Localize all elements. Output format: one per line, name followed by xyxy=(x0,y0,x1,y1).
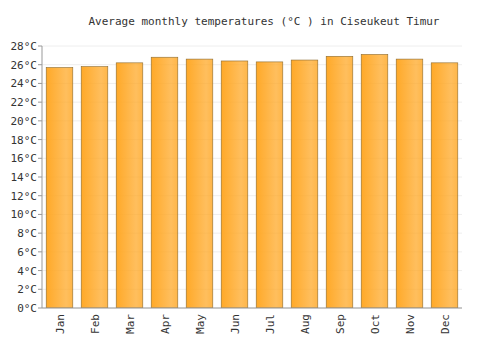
grid-line xyxy=(42,46,462,47)
bars xyxy=(46,54,458,308)
tick-mark xyxy=(38,46,42,47)
bar xyxy=(116,63,143,308)
tick-mark xyxy=(38,120,42,121)
tick-mark xyxy=(38,251,42,252)
bar xyxy=(431,63,458,308)
y-tick-label: 10°C xyxy=(11,208,38,221)
x-tick-label: Jul xyxy=(264,314,277,334)
bar xyxy=(221,61,248,308)
tick-mark xyxy=(38,83,42,84)
y-tick-label: 16°C xyxy=(11,152,38,165)
y-tick-label: 8°C xyxy=(17,227,37,240)
tick-mark xyxy=(38,233,42,234)
tick-mark xyxy=(38,270,42,271)
x-tick-label: Mar xyxy=(124,314,137,334)
y-tick-label: 0°C xyxy=(17,302,37,315)
chart-svg: Average monthly temperatures (°C ) in Ci… xyxy=(0,0,500,350)
tick-mark xyxy=(38,64,42,65)
x-tick-label: Apr xyxy=(159,314,172,334)
tick-mark xyxy=(38,308,42,309)
tick-mark xyxy=(38,214,42,215)
bar xyxy=(256,62,283,308)
bar xyxy=(361,54,388,308)
x-tick-label: Jun xyxy=(229,314,242,334)
tick-mark xyxy=(38,289,42,290)
x-tick-label: Oct xyxy=(369,314,382,334)
tick-mark xyxy=(38,195,42,196)
tick-mark xyxy=(38,177,42,178)
y-tick-label: 26°C xyxy=(11,59,38,72)
y-tick-label: 24°C xyxy=(11,77,38,90)
y-tick-label: 22°C xyxy=(11,96,38,109)
chart-title: Average monthly temperatures (°C ) in Ci… xyxy=(89,15,440,28)
tick-mark xyxy=(38,102,42,103)
y-tick-label: 20°C xyxy=(11,115,38,128)
y-tick-label: 4°C xyxy=(17,265,37,278)
x-axis xyxy=(42,308,462,309)
bar xyxy=(291,60,318,308)
x-tick-label: Nov xyxy=(404,314,417,334)
bar xyxy=(151,57,178,308)
x-tick-label: Sep xyxy=(334,314,347,334)
y-tick-label: 12°C xyxy=(11,190,38,203)
x-tick-label: Aug xyxy=(299,314,312,334)
x-tick-label: May xyxy=(194,314,207,334)
x-tick-label: Dec xyxy=(439,314,452,334)
bar xyxy=(46,68,73,308)
chart-container: Average monthly temperatures (°C ) in Ci… xyxy=(0,0,500,350)
x-tick-label: Feb xyxy=(89,314,102,334)
y-tick-label: 6°C xyxy=(17,246,37,259)
y-tick-label: 18°C xyxy=(11,134,38,147)
y-axis xyxy=(42,46,43,308)
bar xyxy=(186,59,213,308)
bar xyxy=(396,59,423,308)
tick-mark xyxy=(38,139,42,140)
y-tick-label: 14°C xyxy=(11,171,38,184)
bar xyxy=(81,67,108,308)
x-tick-label: Jan xyxy=(54,314,67,334)
y-tick-label: 28°C xyxy=(11,40,38,53)
grid-line xyxy=(42,308,462,309)
bar xyxy=(326,56,353,308)
tick-mark xyxy=(38,158,42,159)
y-tick-label: 2°C xyxy=(17,283,37,296)
